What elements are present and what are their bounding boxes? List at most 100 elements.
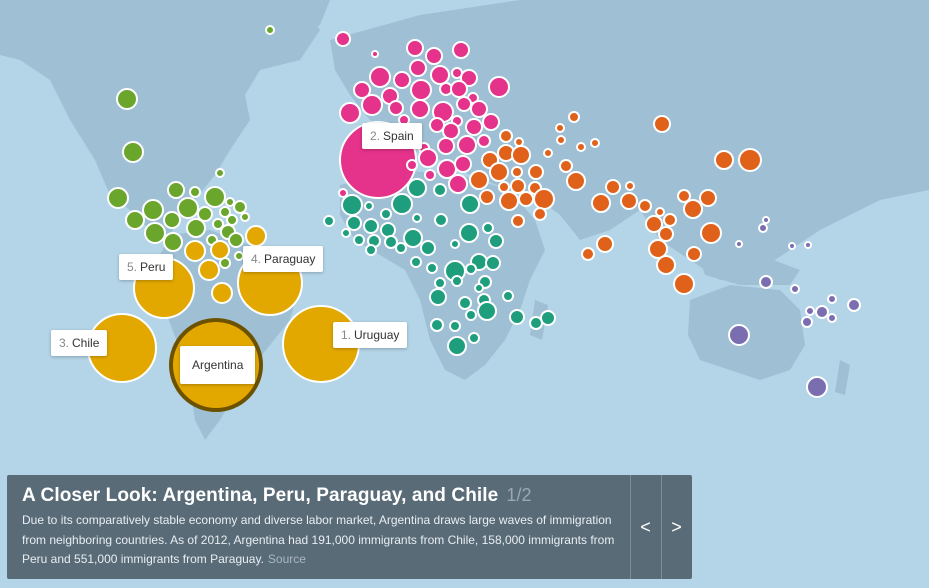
africa-bubble[interactable] <box>450 239 460 249</box>
europe-bubble[interactable] <box>429 117 445 133</box>
bubble-layer[interactable] <box>87 25 861 412</box>
asia-bubble[interactable] <box>645 215 663 233</box>
asia-bubble[interactable] <box>568 111 580 123</box>
europe-bubble[interactable] <box>410 79 432 101</box>
asia-bubble[interactable] <box>511 166 523 178</box>
europe-bubble[interactable] <box>406 159 418 171</box>
asia-bubble[interactable] <box>590 138 600 148</box>
africa-bubble[interactable] <box>540 310 556 326</box>
oceania-bubble[interactable] <box>804 241 812 249</box>
americas-bubble[interactable] <box>240 212 250 222</box>
africa-bubble[interactable] <box>346 215 362 231</box>
asia-bubble[interactable] <box>656 255 676 275</box>
europe-bubble[interactable] <box>418 148 438 168</box>
oceania-bubble[interactable] <box>762 216 770 224</box>
asia-bubble[interactable] <box>555 123 565 133</box>
oceania-bubble[interactable] <box>827 313 837 323</box>
africa-bubble[interactable] <box>391 193 413 215</box>
europe-bubble[interactable] <box>339 102 361 124</box>
americas-bubble[interactable] <box>215 168 225 178</box>
africa-bubble[interactable] <box>502 290 514 302</box>
asia-bubble[interactable] <box>511 145 531 165</box>
africa-bubble[interactable] <box>447 336 467 356</box>
americas-bubble[interactable] <box>197 206 213 222</box>
africa-bubble[interactable] <box>449 320 461 332</box>
asia-bubble[interactable] <box>714 150 734 170</box>
asia-bubble[interactable] <box>655 207 665 217</box>
oceania-bubble[interactable] <box>790 284 800 294</box>
africa-bubble[interactable] <box>403 228 423 248</box>
americas-bubble[interactable] <box>163 211 181 229</box>
africa-bubble[interactable] <box>529 316 543 330</box>
asia-bubble[interactable] <box>469 170 489 190</box>
americas-bubble[interactable] <box>265 25 275 35</box>
asia-bubble[interactable] <box>653 115 671 133</box>
africa-bubble[interactable] <box>468 332 480 344</box>
americas-bubble[interactable] <box>228 232 244 248</box>
label-paraguay[interactable]: 4. Paraguay <box>243 246 324 272</box>
africa-bubble[interactable] <box>434 277 446 289</box>
oceania-bubble[interactable] <box>758 223 768 233</box>
europe-bubble[interactable] <box>465 118 483 136</box>
asia-bubble[interactable] <box>514 137 524 147</box>
oceania-bubble[interactable] <box>728 324 750 346</box>
oceania-bubble[interactable] <box>759 275 773 289</box>
africa-bubble[interactable] <box>407 178 427 198</box>
americas-bubble[interactable] <box>144 222 166 244</box>
oceania-bubble[interactable] <box>805 306 815 316</box>
europe-bubble[interactable] <box>488 76 510 98</box>
americas-bubble[interactable] <box>107 187 129 209</box>
americas-bubble[interactable] <box>225 197 235 207</box>
south-america-bubble[interactable] <box>211 282 233 304</box>
europe-bubble[interactable] <box>450 80 468 98</box>
americas-bubble[interactable] <box>233 200 247 214</box>
asia-bubble[interactable] <box>498 181 510 193</box>
europe-bubble[interactable] <box>456 96 472 112</box>
africa-bubble[interactable] <box>323 215 335 227</box>
south-america-bubble[interactable] <box>245 225 267 247</box>
south-america-bubble[interactable] <box>198 259 220 281</box>
europe-bubble[interactable] <box>424 169 436 181</box>
label-argentina[interactable]: Argentina <box>180 346 256 384</box>
europe-bubble[interactable] <box>470 100 488 118</box>
asia-bubble[interactable] <box>683 199 703 219</box>
africa-bubble[interactable] <box>341 228 351 238</box>
americas-bubble[interactable] <box>189 186 201 198</box>
asia-bubble[interactable] <box>581 247 595 261</box>
africa-bubble[interactable] <box>509 309 525 325</box>
africa-bubble[interactable] <box>465 309 477 321</box>
europe-bubble[interactable] <box>388 100 404 116</box>
europe-bubble[interactable] <box>335 31 351 47</box>
americas-bubble[interactable] <box>167 181 185 199</box>
asia-bubble[interactable] <box>625 181 635 191</box>
africa-bubble[interactable] <box>465 263 477 275</box>
africa-bubble[interactable] <box>365 244 377 256</box>
americas-bubble[interactable] <box>163 232 183 252</box>
next-button[interactable]: > <box>661 475 691 579</box>
europe-bubble[interactable] <box>460 69 478 87</box>
asia-bubble[interactable] <box>648 239 668 259</box>
asia-bubble[interactable] <box>638 199 652 213</box>
americas-bubble[interactable] <box>122 141 144 163</box>
africa-bubble[interactable] <box>429 288 447 306</box>
africa-bubble[interactable] <box>420 240 436 256</box>
africa-bubble[interactable] <box>485 255 501 271</box>
europe-bubble[interactable] <box>361 94 383 116</box>
asia-bubble[interactable] <box>673 273 695 295</box>
europe-bubble[interactable] <box>477 134 491 148</box>
europe-bubble[interactable] <box>448 174 468 194</box>
asia-bubble[interactable] <box>663 213 677 227</box>
asia-bubble[interactable] <box>559 159 573 173</box>
americas-bubble[interactable] <box>226 214 238 226</box>
americas-bubble[interactable] <box>204 186 226 208</box>
oceania-bubble[interactable] <box>847 298 861 312</box>
europe-bubble[interactable] <box>425 47 443 65</box>
oceania-bubble[interactable] <box>827 294 837 304</box>
asia-bubble[interactable] <box>700 222 722 244</box>
label-uruguay[interactable]: 1. Uruguay <box>333 322 408 348</box>
africa-bubble[interactable] <box>410 256 422 268</box>
europe-bubble[interactable] <box>371 50 379 58</box>
label-peru[interactable]: 5. Peru <box>119 254 174 280</box>
americas-bubble[interactable] <box>177 197 199 219</box>
